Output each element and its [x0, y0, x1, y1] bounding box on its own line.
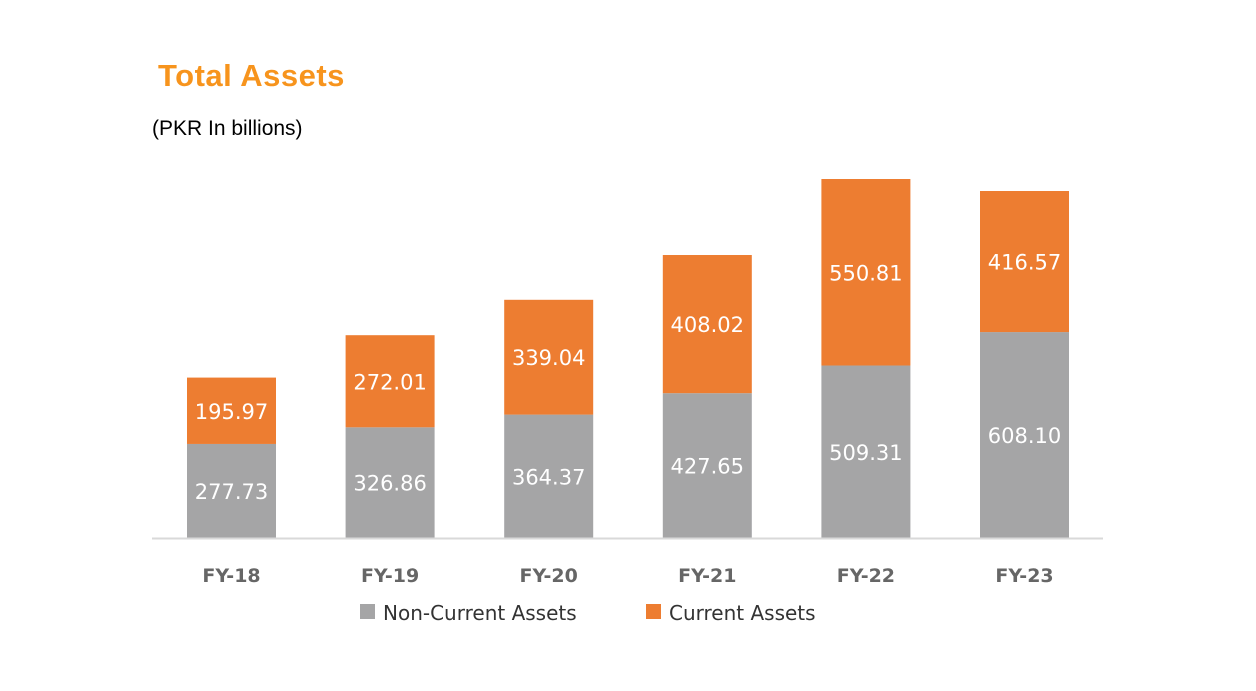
bar-current-FY-20: [504, 299, 594, 415]
data-label: 364.37: [512, 465, 585, 489]
bar-current-FY-21: [662, 255, 752, 394]
bar-non-current-FY-23: [980, 332, 1069, 538]
bar-non-current-FY-21: [662, 393, 752, 538]
legend-swatch: [360, 604, 375, 619]
bar-non-current-FY-20: [504, 414, 594, 538]
x-tick-label: FY-18: [202, 565, 260, 587]
data-label: 416.57: [988, 251, 1061, 275]
bar-current-FY-22: [821, 179, 911, 366]
x-tick-label: FY-20: [520, 565, 578, 587]
data-label: 608.10: [988, 424, 1061, 448]
legend-label: Current Assets: [669, 601, 816, 625]
legend-label: Non-Current Assets: [383, 601, 577, 625]
x-tick-label: FY-23: [995, 565, 1053, 587]
chart-subtitle: (PKR In billions): [152, 117, 303, 140]
data-label: 427.65: [671, 455, 744, 479]
data-label: 326.86: [353, 472, 426, 496]
data-label: 339.04: [512, 346, 585, 370]
data-label: 509.31: [829, 441, 902, 465]
bar-non-current-FY-18: [187, 443, 276, 538]
x-tick-label: FY-19: [361, 565, 419, 587]
data-label: 195.97: [195, 400, 268, 424]
x-tick-label: FY-21: [678, 565, 736, 587]
data-label: 408.02: [671, 313, 744, 337]
data-label: 272.01: [353, 370, 426, 394]
data-label: 277.73: [195, 480, 268, 504]
bar-current-FY-23: [980, 191, 1069, 333]
data-label: 550.81: [829, 261, 902, 285]
chart-title: Total Assets: [158, 58, 345, 93]
x-tick-label: FY-22: [837, 565, 895, 587]
bar-non-current-FY-19: [345, 427, 435, 538]
bar-non-current-FY-22: [821, 365, 911, 538]
bar-current-FY-18: [187, 377, 276, 444]
legend-swatch: [646, 604, 661, 619]
bar-current-FY-19: [345, 335, 435, 428]
